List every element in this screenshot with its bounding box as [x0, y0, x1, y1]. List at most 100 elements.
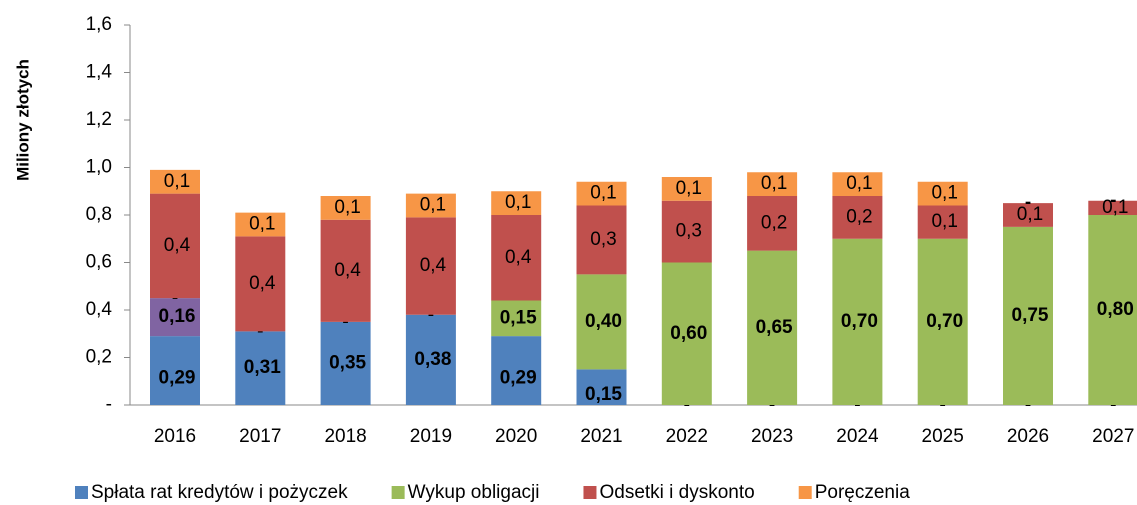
bar-segment [235, 236, 286, 332]
bar-segment [320, 196, 371, 220]
y-tick-label: 1,4 [86, 62, 113, 83]
x-tick-label: 2024 [836, 426, 879, 447]
bar-segment [747, 250, 798, 405]
data-label: 0,1 [420, 195, 446, 216]
legend-label: Poręczenia [815, 482, 910, 503]
bar-segment [1088, 200, 1137, 215]
data-label: 0,70 [841, 311, 878, 332]
y-tick-label: 0,4 [86, 299, 113, 320]
x-tick-label: 2016 [154, 426, 196, 447]
data-label: 0,15 [585, 384, 622, 405]
data-label: 0,1 [505, 192, 531, 213]
data-label: 0,1 [761, 173, 787, 194]
data-label: 0,60 [670, 323, 707, 344]
x-tick-label: 2025 [922, 426, 964, 447]
y-tick-label: 0,2 [86, 347, 112, 368]
bar-segment [832, 172, 883, 196]
bar-segment [491, 300, 542, 337]
data-label: 0,1 [164, 171, 190, 192]
bar-segment [917, 181, 968, 206]
bar-segment [832, 196, 883, 239]
data-label: 0,31 [244, 357, 281, 378]
bar-segment [150, 336, 200, 405]
bar-segment [576, 181, 627, 206]
bar-segment [576, 274, 627, 370]
y-tick-label: 1,2 [86, 109, 112, 130]
data-label: 0,15 [500, 307, 537, 328]
legend-swatch [391, 486, 405, 499]
y-tick-label: 1,0 [86, 157, 112, 178]
bar-segment [150, 298, 200, 337]
data-label: 0,4 [505, 247, 532, 268]
data-label: 0,1 [249, 214, 275, 235]
bar-segment [1003, 203, 1053, 227]
data-label: 0,3 [590, 229, 616, 250]
bar-segment [576, 205, 627, 275]
data-label: 0,3 [676, 221, 702, 242]
bar-segment [150, 193, 200, 299]
data-label: 0,1 [334, 197, 360, 218]
data-label: 0,1 [1017, 204, 1043, 225]
legend-swatch [798, 486, 812, 499]
y-tick-label: 1,6 [86, 14, 112, 35]
legend-label: Odsetki i dyskonto [599, 482, 754, 503]
y-tick-label: - [106, 394, 112, 415]
x-tick-label: 2018 [324, 426, 366, 447]
data-label: 0,4 [164, 235, 191, 256]
x-tick-label: 2019 [410, 426, 452, 447]
data-label: 0,40 [585, 311, 622, 332]
data-label: 0,29 [159, 368, 196, 389]
data-label: 0,1 [1102, 197, 1128, 218]
bar-segment [491, 215, 542, 301]
bar-segment [405, 217, 456, 315]
data-label: 0,35 [329, 352, 366, 373]
bar-segment [1088, 215, 1137, 405]
bar-segment [235, 212, 286, 237]
bar-segment [747, 172, 798, 196]
y-tick-label: 0,8 [86, 204, 112, 225]
bar-segment [235, 331, 286, 405]
y-axis-label: Miliony złotych [13, 59, 32, 181]
bar-segment [661, 200, 712, 263]
data-label: 0,1 [931, 211, 957, 232]
data-label: - [1025, 192, 1031, 213]
data-label: 0,38 [414, 349, 451, 370]
data-label: 0,4 [249, 273, 276, 294]
x-tick-label: 2027 [1092, 426, 1134, 447]
data-label: 0,29 [500, 368, 537, 389]
bar-segment [405, 193, 456, 218]
data-label: 0,4 [334, 260, 361, 281]
bar-segment [832, 238, 883, 405]
x-tick-label: 2023 [751, 426, 793, 447]
data-label: 0,1 [931, 183, 957, 204]
bar-segment [405, 314, 456, 405]
bar-segment [1003, 226, 1053, 405]
bar-segment [576, 369, 627, 405]
legend-swatch [583, 486, 597, 499]
data-label: 0,70 [926, 311, 963, 332]
legend-label: Wykup obligacji [408, 482, 540, 503]
data-label: - [1110, 190, 1116, 211]
bar-segment [491, 191, 542, 215]
data-label: 0,2 [846, 206, 872, 227]
bar-segment [661, 177, 712, 201]
data-label: 0,65 [756, 317, 793, 338]
data-label: 0,2 [761, 212, 787, 233]
data-label: 0,16 [159, 306, 196, 327]
x-tick-label: 2020 [495, 426, 537, 447]
x-tick-label: 2022 [666, 426, 708, 447]
data-label: 0,75 [1012, 305, 1049, 326]
bar-segment [320, 321, 371, 405]
x-tick-label: 2026 [1007, 426, 1049, 447]
bar-segment [320, 219, 371, 322]
bar-segment [747, 196, 798, 251]
bar-segment [661, 262, 712, 405]
data-label: 0,4 [420, 255, 447, 276]
data-label: 0,1 [676, 178, 702, 199]
y-tick-label: 0,6 [86, 252, 112, 273]
x-tick-label: 2021 [580, 426, 622, 447]
bar-segment [150, 169, 200, 194]
legend-swatch [75, 486, 88, 499]
data-label: 0,1 [590, 183, 616, 204]
